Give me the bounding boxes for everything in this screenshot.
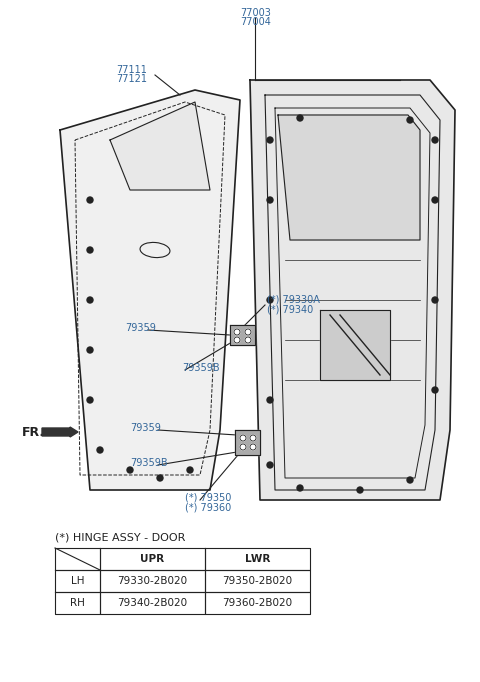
Text: 79359B: 79359B bbox=[182, 363, 220, 373]
Circle shape bbox=[240, 444, 246, 450]
Text: 77004: 77004 bbox=[240, 17, 271, 27]
Polygon shape bbox=[230, 325, 255, 345]
Circle shape bbox=[267, 297, 273, 303]
Text: 79350-2B020: 79350-2B020 bbox=[222, 576, 293, 586]
Text: 79360-2B020: 79360-2B020 bbox=[222, 598, 293, 608]
Circle shape bbox=[250, 444, 256, 450]
Circle shape bbox=[187, 467, 193, 473]
Circle shape bbox=[407, 117, 413, 123]
Text: (*) HINGE ASSY - DOOR: (*) HINGE ASSY - DOOR bbox=[55, 533, 185, 543]
Text: FR.: FR. bbox=[22, 426, 45, 439]
Polygon shape bbox=[320, 310, 390, 380]
Circle shape bbox=[297, 115, 303, 121]
Text: RH: RH bbox=[70, 598, 85, 608]
Text: LWR: LWR bbox=[245, 554, 270, 564]
Text: (*) 79360: (*) 79360 bbox=[185, 502, 231, 512]
Circle shape bbox=[432, 297, 438, 303]
Text: 79340-2B020: 79340-2B020 bbox=[118, 598, 188, 608]
Circle shape bbox=[297, 485, 303, 491]
Circle shape bbox=[87, 297, 93, 303]
Circle shape bbox=[407, 477, 413, 483]
Circle shape bbox=[240, 435, 246, 441]
Circle shape bbox=[267, 197, 273, 203]
Circle shape bbox=[87, 197, 93, 203]
Circle shape bbox=[157, 475, 163, 481]
Circle shape bbox=[432, 197, 438, 203]
Circle shape bbox=[250, 435, 256, 441]
Polygon shape bbox=[250, 80, 455, 500]
Circle shape bbox=[87, 397, 93, 403]
Text: 79359B: 79359B bbox=[130, 458, 168, 468]
Polygon shape bbox=[60, 90, 240, 490]
Circle shape bbox=[234, 337, 240, 343]
Text: UPR: UPR bbox=[141, 554, 165, 564]
Polygon shape bbox=[110, 102, 210, 190]
Circle shape bbox=[245, 337, 251, 343]
Circle shape bbox=[432, 387, 438, 393]
Circle shape bbox=[234, 329, 240, 335]
Text: 77111: 77111 bbox=[116, 65, 147, 75]
Text: 79359: 79359 bbox=[125, 323, 156, 333]
Circle shape bbox=[97, 447, 103, 453]
Circle shape bbox=[245, 329, 251, 335]
Circle shape bbox=[127, 467, 133, 473]
Text: (*) 79330A: (*) 79330A bbox=[267, 295, 320, 305]
FancyArrow shape bbox=[42, 427, 78, 437]
Polygon shape bbox=[235, 430, 260, 455]
Text: (*) 79350: (*) 79350 bbox=[185, 493, 231, 503]
Circle shape bbox=[87, 347, 93, 353]
Text: 79359: 79359 bbox=[130, 423, 161, 433]
Polygon shape bbox=[278, 115, 420, 240]
Circle shape bbox=[267, 397, 273, 403]
Text: 79330-2B020: 79330-2B020 bbox=[118, 576, 188, 586]
Circle shape bbox=[267, 462, 273, 468]
Circle shape bbox=[87, 247, 93, 253]
Text: 77003: 77003 bbox=[240, 8, 271, 18]
Circle shape bbox=[432, 137, 438, 143]
Circle shape bbox=[357, 487, 363, 493]
Circle shape bbox=[267, 137, 273, 143]
Text: 77121: 77121 bbox=[116, 74, 147, 84]
Text: (*) 79340: (*) 79340 bbox=[267, 304, 313, 314]
Text: LH: LH bbox=[71, 576, 84, 586]
